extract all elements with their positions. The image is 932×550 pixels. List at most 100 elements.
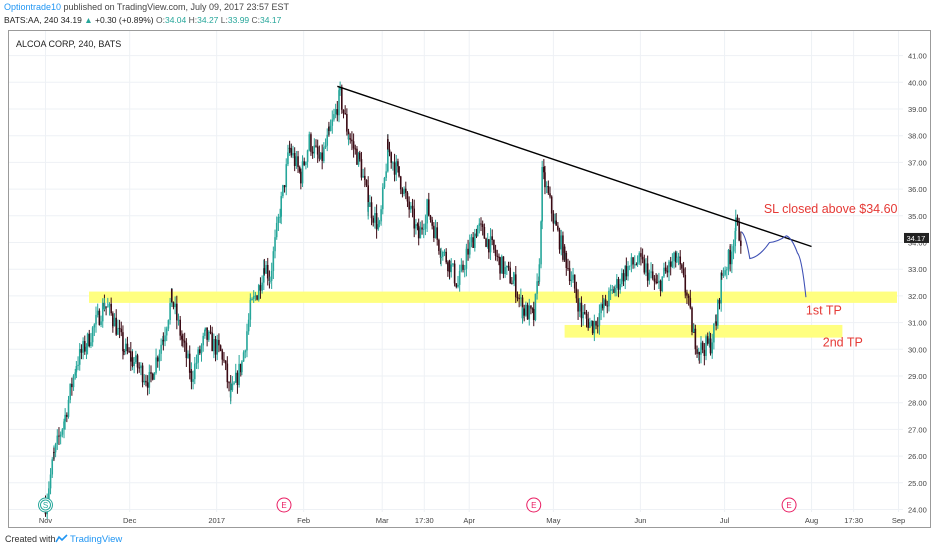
- candle-body: [71, 383, 73, 388]
- candle: [562, 231, 564, 262]
- candle: [646, 255, 649, 287]
- candle: [493, 239, 495, 254]
- candle: [349, 133, 352, 144]
- candle-body: [280, 196, 283, 217]
- candle-body: [426, 206, 428, 224]
- close-label: C:: [251, 15, 261, 25]
- candle: [398, 166, 400, 178]
- candle: [280, 191, 283, 225]
- candle-body: [143, 380, 146, 383]
- candle-body: [596, 325, 599, 327]
- price-tick-label: 41.00: [908, 52, 927, 61]
- candle: [504, 261, 506, 278]
- candle-body: [468, 242, 471, 255]
- candle-body: [265, 265, 267, 274]
- candle: [617, 276, 620, 298]
- candle: [736, 214, 739, 226]
- candle: [526, 302, 529, 320]
- candle-body: [362, 175, 364, 178]
- candle-body: [528, 305, 531, 320]
- candle: [265, 261, 267, 274]
- candle: [494, 244, 497, 261]
- candle: [691, 306, 693, 336]
- candle-body: [318, 154, 321, 159]
- candle: [717, 298, 719, 329]
- candle: [177, 313, 180, 326]
- candle: [236, 370, 239, 394]
- candle: [356, 146, 358, 165]
- candle: [584, 303, 586, 315]
- candle: [282, 184, 284, 199]
- candle: [628, 265, 631, 271]
- author-link[interactable]: Optiontrade10: [4, 2, 62, 12]
- candle-body: [275, 222, 278, 238]
- candle-body: [128, 351, 130, 353]
- candle-body: [138, 367, 141, 369]
- candle-body: [567, 268, 569, 270]
- candle: [148, 371, 151, 381]
- candle: [91, 326, 94, 347]
- candle-body: [440, 256, 442, 258]
- candle: [219, 344, 222, 352]
- candle-body: [308, 142, 311, 151]
- candle-body: [399, 176, 402, 190]
- candle-body: [433, 225, 435, 239]
- candle-body: [228, 382, 230, 384]
- candle: [179, 315, 181, 341]
- candle: [633, 255, 636, 269]
- time-tick-label: Mar: [376, 516, 389, 525]
- candle: [656, 274, 659, 284]
- candle: [226, 356, 229, 389]
- tradingview-brand-link[interactable]: TradingView: [70, 534, 123, 545]
- candle: [572, 267, 574, 279]
- candle: [429, 214, 432, 223]
- candle-body: [224, 360, 227, 364]
- candle-body: [249, 306, 252, 320]
- candle: [653, 275, 656, 290]
- candle: [181, 330, 183, 347]
- candle-body: [369, 202, 371, 207]
- zone-upper: [89, 291, 897, 303]
- candle: [509, 261, 511, 285]
- candle-body: [74, 372, 77, 376]
- candle-body: [246, 331, 248, 351]
- candle: [319, 152, 322, 160]
- price-tick-label: 26.00: [908, 452, 927, 461]
- candle-body: [211, 332, 213, 352]
- candle-body: [88, 333, 91, 347]
- price-chart[interactable]: SL closed above $34.60 1st TP 2nd TP S E E E 24…: [0, 0, 932, 529]
- candle-body: [661, 276, 664, 292]
- candle-body: [431, 219, 433, 226]
- candle: [311, 146, 314, 159]
- candle: [625, 257, 628, 281]
- candle-body: [277, 216, 280, 223]
- candle-body: [557, 225, 559, 230]
- candle-body: [63, 421, 65, 430]
- candle: [427, 192, 430, 217]
- candle-body: [158, 353, 161, 362]
- candle-body: [272, 251, 275, 271]
- candle-body: [541, 167, 543, 222]
- candle-body: [518, 298, 520, 300]
- candle-body: [598, 313, 601, 326]
- candle-body: [155, 357, 157, 373]
- candle: [557, 221, 559, 232]
- candle: [126, 336, 129, 355]
- candle: [370, 196, 373, 226]
- candle-body: [208, 331, 210, 340]
- candle-body: [450, 264, 453, 273]
- candle-body: [478, 223, 481, 226]
- candle-body: [476, 225, 479, 237]
- candle-body: [297, 156, 299, 168]
- candle: [455, 283, 458, 289]
- candle: [263, 259, 265, 291]
- candle: [545, 181, 548, 194]
- candle-body: [56, 435, 59, 444]
- candle: [124, 338, 127, 355]
- candle: [145, 374, 147, 387]
- candle: [598, 304, 601, 335]
- candle-body: [83, 341, 86, 352]
- candle-body: [640, 253, 642, 257]
- candle: [56, 429, 59, 450]
- candle: [333, 108, 335, 122]
